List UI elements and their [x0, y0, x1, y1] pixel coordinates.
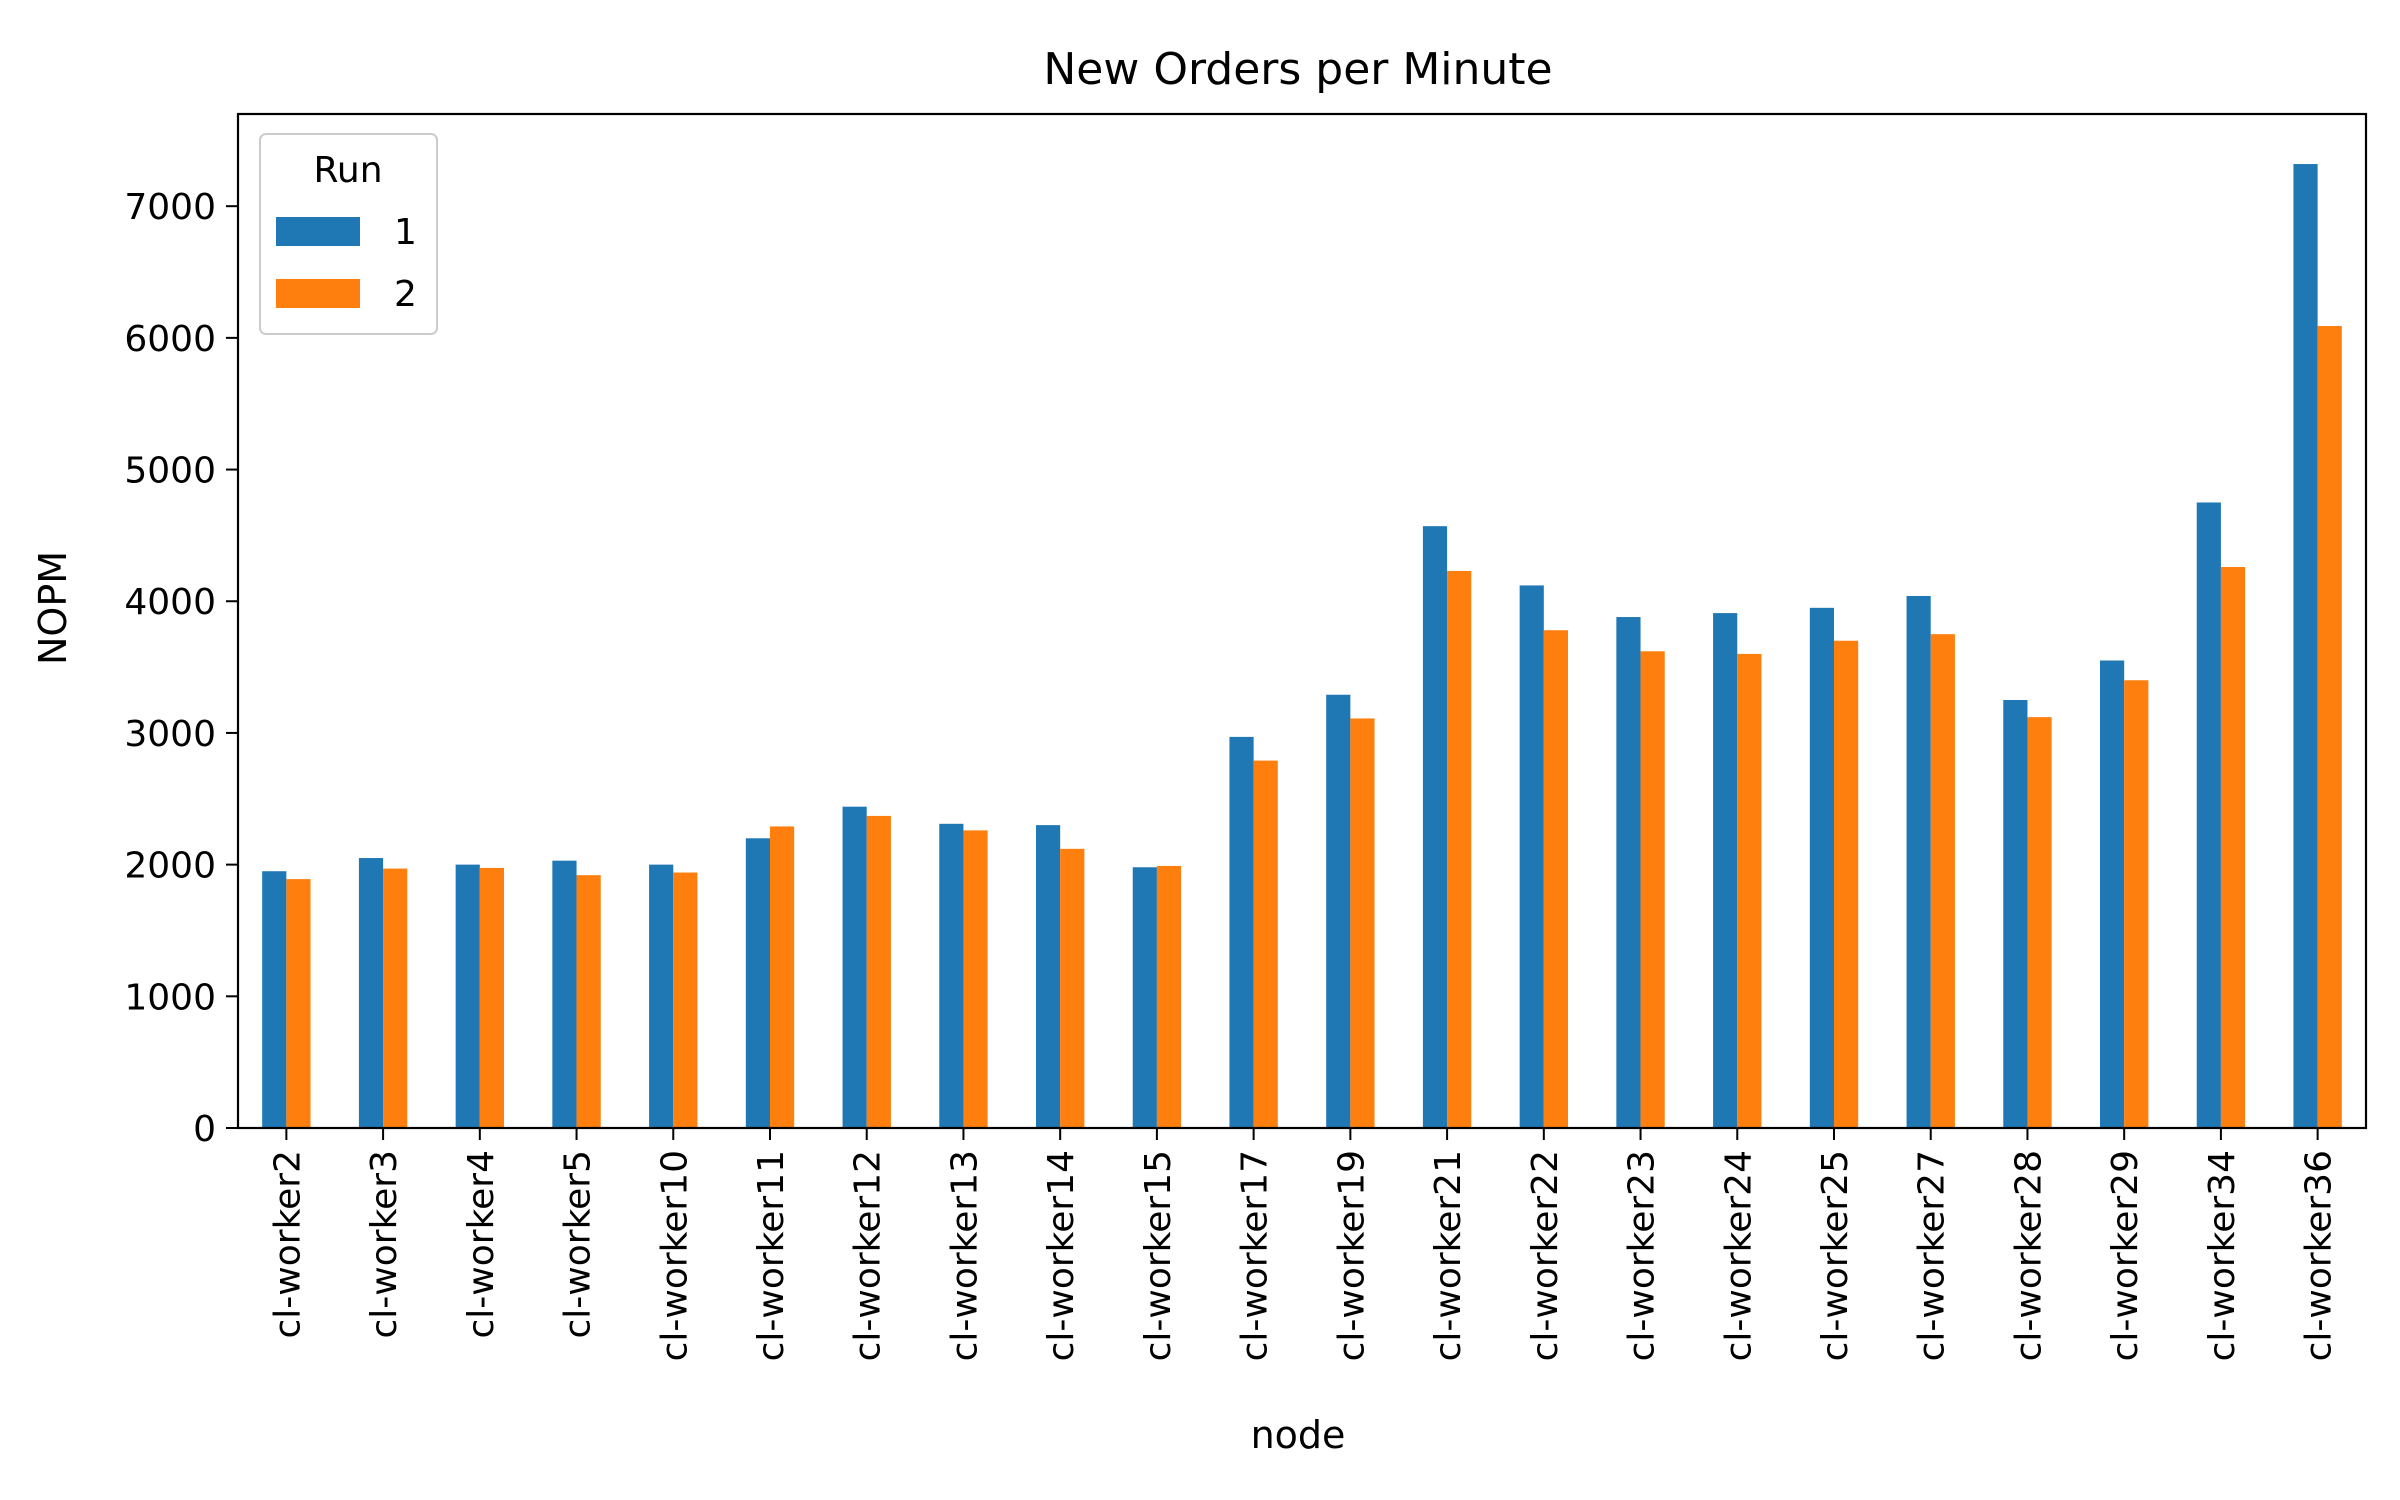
- bar-run-2-cl-worker12: [866, 815, 891, 1128]
- bar-run-2-cl-worker3: [383, 868, 408, 1128]
- x-tick-label: cl-worker29: [2105, 1150, 2146, 1361]
- y-tick-label: 0: [193, 1109, 216, 1150]
- x-axis: cl-worker2 cl-worker3 cl-worker4 cl-worker5…: [267, 1128, 2340, 1361]
- bar-run-1-cl-worker28: [2003, 700, 2028, 1128]
- legend-swatch-run-2: [276, 279, 360, 308]
- bar-run-1-cl-worker12: [842, 806, 867, 1128]
- legend-label-run-2: 2: [394, 274, 417, 315]
- x-tick-label: cl-worker10: [654, 1150, 695, 1361]
- x-tick-label: cl-worker3: [364, 1150, 405, 1338]
- bar-run-2-cl-worker21: [1447, 570, 1472, 1128]
- bar-run-1-cl-worker15: [1132, 867, 1157, 1128]
- y-tick-label: 7000: [124, 187, 216, 228]
- bar-run-2-cl-worker28: [2027, 717, 2052, 1128]
- y-tick-label: 3000: [124, 714, 216, 755]
- x-tick-label: cl-worker23: [1622, 1150, 1663, 1361]
- x-tick-label: cl-worker24: [1718, 1150, 1759, 1361]
- bar-run-2-cl-worker24: [1737, 653, 1762, 1128]
- bar-run-2-cl-worker25: [1834, 640, 1859, 1128]
- bar-run-2-cl-worker14: [1060, 848, 1085, 1128]
- bar-run-1-cl-worker19: [1326, 694, 1351, 1128]
- bar-run-2-cl-worker17: [1253, 760, 1278, 1128]
- bar-run-1-cl-worker11: [745, 838, 770, 1128]
- bar-run-1-cl-worker3: [358, 858, 384, 1128]
- bar-run-1-cl-worker14: [1036, 825, 1061, 1128]
- bar-run-2-cl-worker19: [1350, 718, 1375, 1128]
- legend-swatch-run-1: [276, 217, 360, 246]
- bar-run-1-cl-worker24: [1713, 613, 1738, 1128]
- legend-title: Run: [313, 150, 382, 191]
- bar-run-1-cl-worker13: [939, 823, 964, 1128]
- bar-run-2-cl-worker22: [1543, 630, 1568, 1128]
- x-tick-label: cl-worker17: [1235, 1150, 1276, 1361]
- bar-run-1-cl-worker2: [262, 871, 287, 1128]
- y-tick-label: 5000: [124, 451, 216, 492]
- x-tick-label: cl-worker5: [558, 1150, 599, 1338]
- y-axis: 0 1000 2000 3000 4000 5000 6000 7000: [124, 187, 238, 1150]
- bar-run-2-cl-worker4: [479, 867, 504, 1128]
- x-tick-label: cl-worker4: [461, 1150, 502, 1338]
- bar-run-1-cl-worker34: [2196, 502, 2221, 1129]
- y-tick-label: 6000: [124, 319, 216, 360]
- x-tick-label: cl-worker36: [2299, 1150, 2340, 1361]
- bar-run-2-cl-worker15: [1156, 865, 1182, 1128]
- bar-run-1-cl-worker36: [2293, 164, 2318, 1129]
- bar-run-1-cl-worker4: [455, 864, 480, 1128]
- bar-run-1-cl-worker29: [2100, 660, 2125, 1128]
- x-tick-label: cl-worker25: [1815, 1150, 1856, 1361]
- x-tick-label: cl-worker19: [1331, 1150, 1372, 1361]
- y-axis-title: NOPM: [31, 551, 75, 665]
- x-tick-label: cl-worker2: [267, 1150, 308, 1338]
- y-tick-label: 2000: [124, 846, 216, 887]
- bar-run-1-cl-worker21: [1422, 526, 1448, 1128]
- bar-run-1-cl-worker23: [1616, 617, 1641, 1128]
- bar-run-2-cl-worker13: [963, 830, 988, 1128]
- bars-layer: [262, 164, 2342, 1129]
- y-tick-label: 1000: [124, 977, 216, 1018]
- x-tick-label: cl-worker15: [1138, 1150, 1179, 1361]
- bar-run-1-cl-worker22: [1519, 585, 1544, 1128]
- bar-run-2-cl-worker11: [770, 826, 795, 1128]
- x-tick-label: cl-worker12: [848, 1150, 889, 1361]
- x-axis-title: node: [1251, 1413, 1346, 1457]
- chart-title: New Orders per Minute: [1043, 44, 1552, 95]
- plot-frame: [236, 112, 2368, 1130]
- bar-run-2-cl-worker2: [286, 879, 311, 1128]
- bar-run-2-cl-worker5: [576, 875, 601, 1128]
- legend-label-run-1: 1: [394, 212, 417, 253]
- bar-run-2-cl-worker34: [2220, 567, 2246, 1128]
- x-tick-label: cl-worker28: [2008, 1150, 2049, 1361]
- bar-run-1-cl-worker10: [649, 864, 674, 1128]
- x-tick-label: cl-worker22: [1525, 1150, 1566, 1361]
- bar-run-1-cl-worker25: [1809, 607, 1834, 1128]
- x-tick-label: cl-worker27: [1912, 1150, 1953, 1361]
- bar-run-1-cl-worker17: [1229, 736, 1254, 1128]
- bar-run-2-cl-worker29: [2124, 680, 2149, 1128]
- x-tick-label: cl-worker14: [1041, 1150, 1082, 1361]
- bar-run-2-cl-worker23: [1640, 651, 1665, 1128]
- x-tick-label: cl-worker21: [1428, 1150, 1469, 1361]
- bar-run-1-cl-worker27: [1906, 595, 1931, 1128]
- x-tick-label: cl-worker11: [751, 1150, 792, 1361]
- x-tick-label: cl-worker13: [944, 1150, 985, 1361]
- y-tick-label: 4000: [124, 582, 216, 623]
- bar-run-2-cl-worker10: [673, 872, 698, 1128]
- bar-run-2-cl-worker36: [2317, 326, 2342, 1128]
- bar-run-2-cl-worker27: [1930, 634, 1955, 1128]
- legend: Run 1 2: [259, 133, 438, 335]
- bar-run-1-cl-worker5: [552, 860, 577, 1128]
- x-tick-label: cl-worker34: [2202, 1150, 2243, 1361]
